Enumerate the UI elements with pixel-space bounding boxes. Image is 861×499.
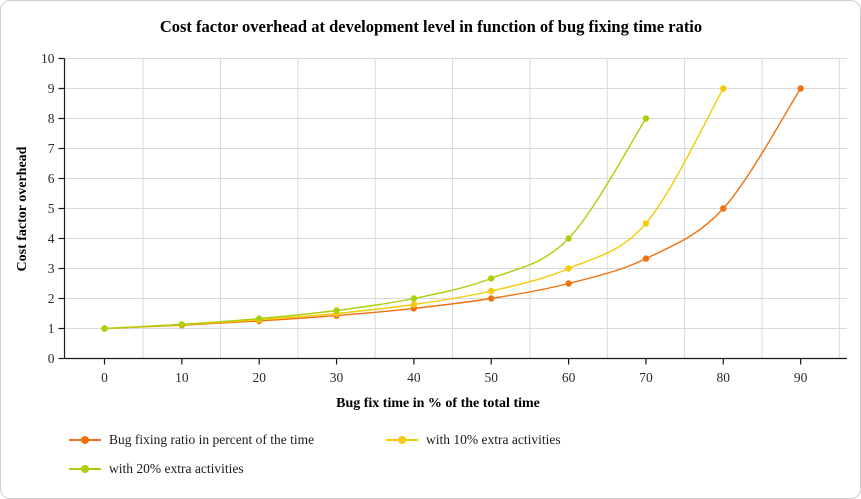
- y-tick-label: 3: [48, 261, 55, 276]
- x-tick-label: 90: [794, 370, 808, 385]
- legend-item-bug-fixing-ratio[interactable]: Bug fixing ratio in percent of the time: [69, 432, 314, 448]
- x-tick-label: 60: [562, 370, 576, 385]
- data-point[interactable]: [720, 85, 727, 92]
- x-tick-label: 70: [639, 370, 653, 385]
- data-point[interactable]: [488, 287, 495, 295]
- gridlines: [64, 58, 847, 359]
- legend-label: with 10% extra activities: [426, 432, 561, 447]
- x-tick-label: 30: [330, 370, 344, 385]
- axes: [58, 57, 847, 365]
- series-line-0: [104, 88, 802, 330]
- data-point[interactable]: [488, 275, 495, 282]
- tick-labels: 0 1 2 3 4 5 6 7 8 9 10 0 10 20 30 40 50 60 70 80 90: [41, 51, 808, 385]
- x-tick-label: 20: [252, 370, 266, 385]
- y-tick-label: 8: [48, 111, 55, 126]
- data-point[interactable]: [178, 321, 186, 328]
- chart-title: Cost factor overhead at development leve…: [160, 17, 702, 36]
- legend-marker-yellow: [386, 436, 418, 444]
- data-point[interactable]: [797, 85, 804, 92]
- y-tick-label: 4: [48, 231, 55, 246]
- data-point[interactable]: [642, 255, 650, 262]
- x-axis-title: Bug fix time in % of the total time: [336, 396, 540, 411]
- y-tick-label: 0: [48, 351, 55, 366]
- y-tick-label: 6: [48, 171, 55, 186]
- x-tick-label: 80: [717, 370, 731, 385]
- y-tick-label: 2: [48, 291, 55, 306]
- legend-label: with 20% extra activities: [109, 461, 244, 476]
- legend-item-20-percent-extra[interactable]: with 20% extra activities: [69, 461, 244, 477]
- data-point[interactable]: [488, 295, 495, 302]
- legend-marker-orange: [69, 436, 101, 444]
- data-point[interactable]: [642, 220, 650, 227]
- x-tick-label: 0: [101, 370, 108, 385]
- y-tick-label: 10: [41, 51, 55, 66]
- legend-marker-green: [69, 465, 101, 473]
- x-tick-label: 10: [175, 370, 189, 385]
- series-layer: [101, 85, 804, 332]
- data-point[interactable]: [256, 315, 263, 322]
- legend-dot-icon: [81, 436, 89, 444]
- y-tick-label: 1: [48, 321, 55, 336]
- data-point[interactable]: [410, 295, 418, 302]
- x-tick-label: 50: [485, 370, 499, 385]
- legend-item-10-percent-extra[interactable]: with 10% extra activities: [386, 432, 561, 448]
- data-point[interactable]: [565, 235, 572, 242]
- x-tick-label: 40: [407, 370, 421, 385]
- legend-label: Bug fixing ratio in percent of the time: [109, 432, 315, 447]
- legend-dot-icon: [81, 465, 89, 473]
- data-point[interactable]: [410, 301, 418, 308]
- data-point[interactable]: [565, 265, 572, 272]
- legend-dot-icon: [398, 436, 406, 444]
- y-axis-title: Cost factor overhead: [15, 146, 30, 271]
- data-point[interactable]: [565, 280, 572, 287]
- data-point[interactable]: [101, 325, 108, 332]
- y-tick-label: 7: [48, 141, 55, 156]
- y-tick-label: 5: [48, 201, 55, 216]
- data-point[interactable]: [333, 307, 340, 314]
- y-tick-label: 9: [48, 81, 55, 96]
- line-chart: Cost factor overhead at development leve…: [15, 17, 847, 411]
- data-point[interactable]: [642, 115, 650, 122]
- data-point[interactable]: [720, 205, 727, 212]
